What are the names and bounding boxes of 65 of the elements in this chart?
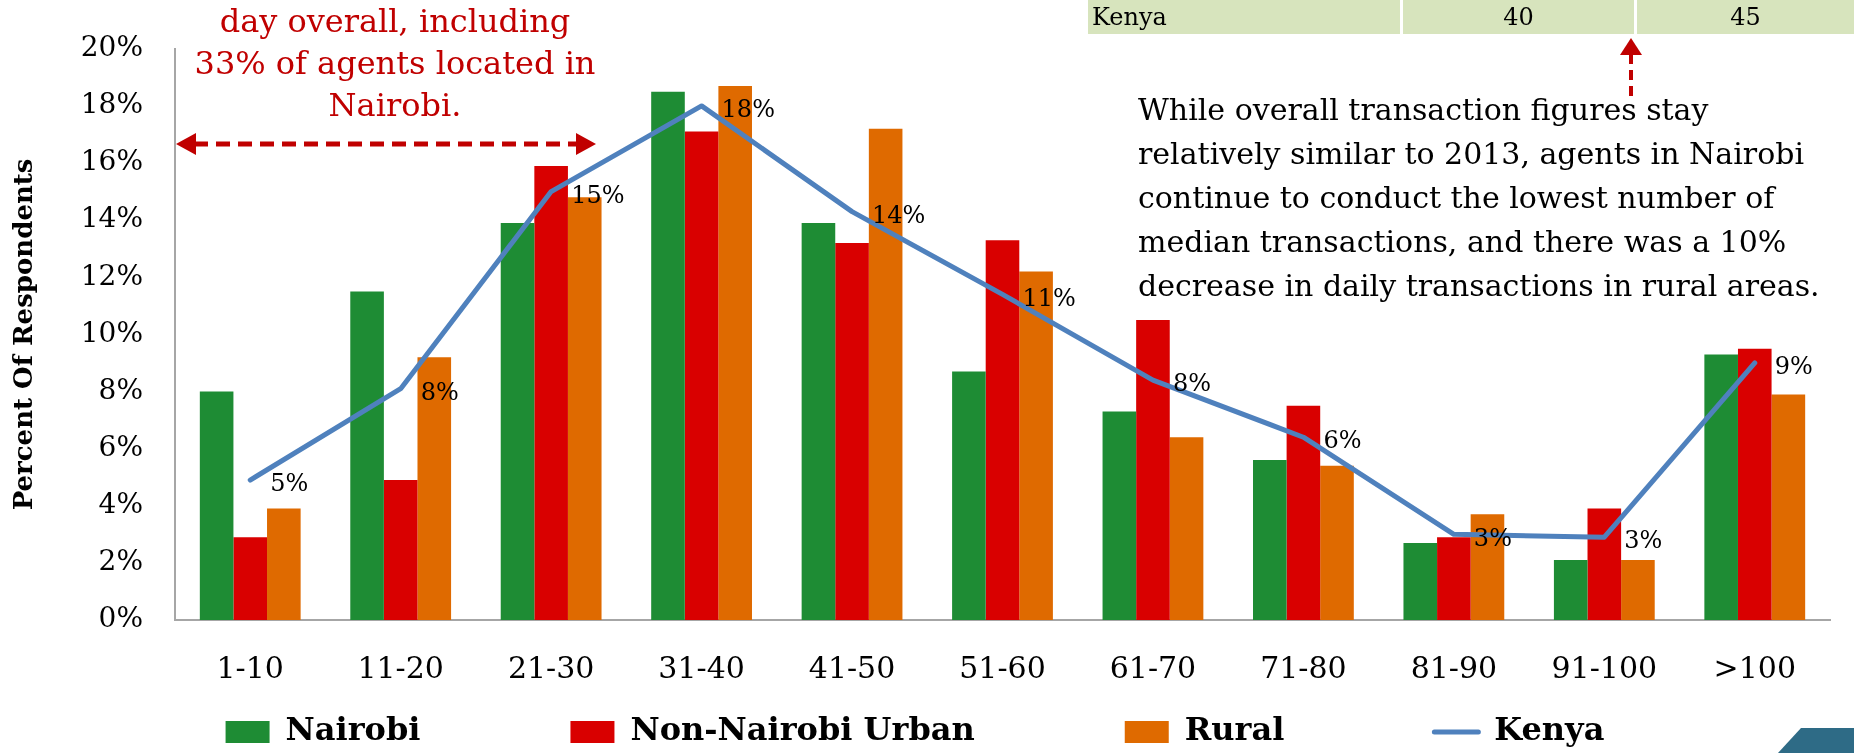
bar xyxy=(534,165,568,620)
bar xyxy=(350,291,384,620)
annotation: day overall, including 33% of agents located in Nairobi. xyxy=(193,1,597,126)
bar xyxy=(1437,537,1471,620)
bar xyxy=(835,243,869,620)
x-tick-label: 11-20 xyxy=(357,649,444,685)
y-tick-label: 2% xyxy=(98,544,143,578)
bar xyxy=(801,223,836,620)
x-tick-label: 31-40 xyxy=(658,649,745,685)
y-tick-label: 14% xyxy=(80,201,143,235)
text: 45 xyxy=(1634,0,1854,34)
x-tick-label: 51-60 xyxy=(959,649,1046,685)
x-tick-label: 41-50 xyxy=(808,649,896,685)
y-tick-label: 4% xyxy=(98,487,143,521)
bar xyxy=(1169,437,1204,620)
bar xyxy=(1403,542,1438,620)
y-tick-label: 10% xyxy=(80,315,143,349)
x-tick-label: >100 xyxy=(1713,649,1796,685)
bar xyxy=(651,91,685,620)
bar xyxy=(199,391,234,620)
text: 40 xyxy=(1400,0,1634,34)
bar xyxy=(1737,348,1772,620)
text: Kenya xyxy=(1091,2,1168,33)
legend-label: Non-Nairobi Urban xyxy=(630,710,975,749)
legend-label: Rural xyxy=(1184,710,1285,749)
data-label: 15% xyxy=(571,180,625,209)
y-tick-label: 18% xyxy=(80,87,143,121)
data-label: 3% xyxy=(1624,526,1663,555)
bar xyxy=(1253,460,1287,620)
bar xyxy=(267,508,301,620)
y-tick-label: 0% xyxy=(98,601,143,635)
y-tick-label: 8% xyxy=(98,372,143,406)
bar xyxy=(1320,465,1354,620)
bar xyxy=(1102,411,1137,620)
y-tick-label: 12% xyxy=(80,258,143,292)
bar xyxy=(985,240,1020,620)
x-tick-label: 71-80 xyxy=(1260,649,1347,685)
x-tick-label: 81-90 xyxy=(1410,649,1498,685)
data-label: 5% xyxy=(270,469,309,498)
bar xyxy=(1771,394,1806,620)
annotation: While overall transaction figures stay relatively similar to 2013, agents in Nairobi continue to conduct the lowest number of median transactions, and there was a 10% decrease in daily transactions in rural areas. xyxy=(1138,91,1820,305)
y-tick-label: 6% xyxy=(98,429,143,463)
bar xyxy=(1621,560,1655,620)
y-axis-title: Percent Of Respondents xyxy=(8,158,39,511)
bar xyxy=(233,537,268,620)
data-label: 6% xyxy=(1323,426,1362,455)
legend-label: Nairobi xyxy=(285,710,421,749)
bar xyxy=(1136,320,1170,620)
bar xyxy=(952,371,986,620)
x-tick-label: 61-70 xyxy=(1109,649,1197,685)
data-label: 8% xyxy=(1172,369,1212,398)
x-tick-label: 91-100 xyxy=(1551,649,1658,685)
x-tick-label: 21-30 xyxy=(507,649,595,685)
bar xyxy=(383,480,418,620)
y-tick-label: 20% xyxy=(80,30,143,64)
bar xyxy=(1553,560,1588,620)
x-tick-label: 1-10 xyxy=(216,649,284,685)
bar xyxy=(1286,405,1321,620)
bar xyxy=(1704,354,1738,620)
bar xyxy=(500,223,535,620)
bar xyxy=(684,131,719,620)
data-label: 9% xyxy=(1774,352,1813,381)
bar xyxy=(1587,508,1622,620)
legend-label: Kenya xyxy=(1494,710,1605,749)
y-tick-label: 16% xyxy=(80,144,143,178)
